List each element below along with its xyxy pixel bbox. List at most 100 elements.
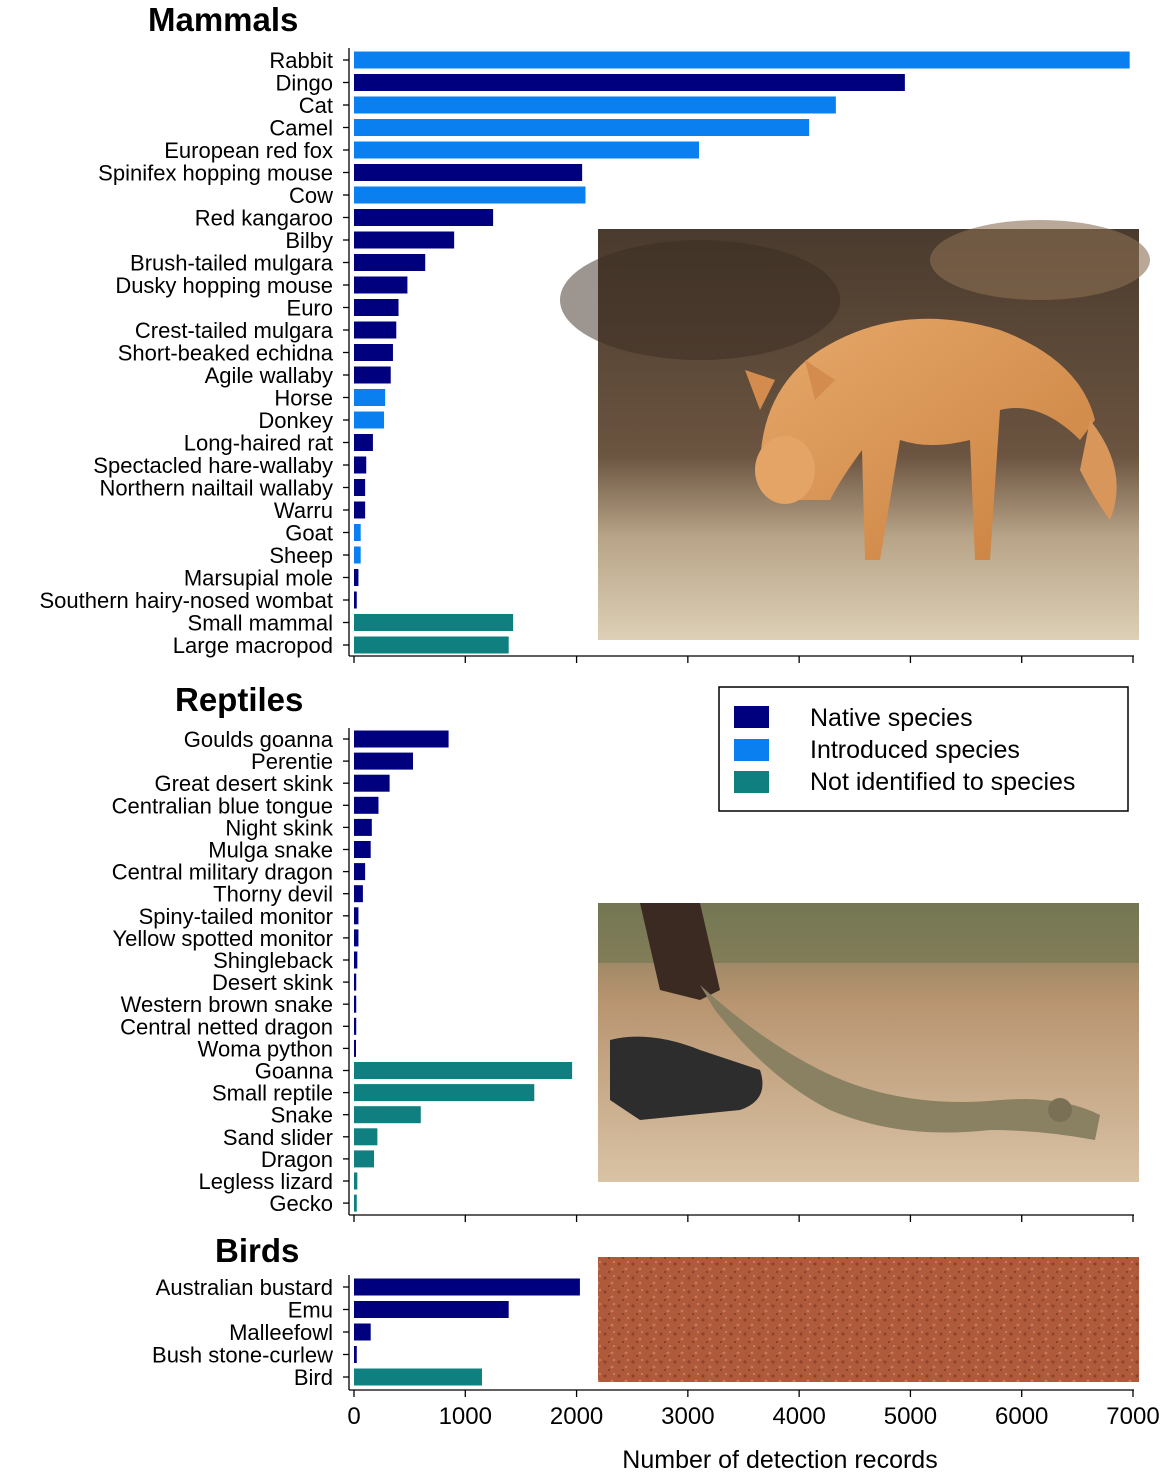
bar	[354, 366, 391, 384]
bar	[354, 231, 455, 249]
bar	[354, 276, 408, 294]
x-tick-label: 5000	[884, 1403, 937, 1430]
bar	[354, 730, 449, 748]
bar-label: Thorny devil	[213, 882, 333, 907]
bar-label: Small mammal	[188, 611, 333, 636]
bar-label: Warru	[274, 498, 333, 523]
bar-label: Spiny-tailed monitor	[139, 904, 333, 929]
bar	[354, 186, 586, 204]
bar	[354, 1039, 356, 1057]
legend-swatch-unidentified	[734, 771, 769, 793]
bar	[354, 569, 359, 586]
bar	[354, 1106, 421, 1124]
bar-label: Large macropod	[173, 633, 333, 658]
bar	[354, 591, 357, 609]
bar-label: Donkey	[258, 408, 333, 433]
bar	[354, 164, 583, 181]
bar-label: Spectacled hare-wallaby	[93, 453, 333, 478]
bar-label: Southern hairy-nosed wombat	[40, 588, 334, 613]
bar-label: Brush-tailed mulgara	[130, 251, 334, 276]
bar-label: Gecko	[269, 1191, 333, 1216]
bar-label: Marsupial mole	[184, 566, 333, 591]
dingo-photo	[560, 220, 1150, 640]
x-tick-label: 6000	[995, 1403, 1048, 1430]
bar-label: Yellow spotted monitor	[112, 926, 333, 951]
bar-label: Malleefowl	[229, 1320, 333, 1345]
panel-title-reptiles: Reptiles	[175, 681, 303, 718]
bar	[354, 907, 359, 925]
bar	[354, 796, 379, 814]
bar-label: Desert skink	[212, 970, 334, 995]
goanna-photo	[598, 903, 1139, 1182]
bar	[354, 524, 361, 541]
bar-label: Mulga snake	[208, 838, 333, 863]
bar-label: European red fox	[164, 138, 333, 163]
bar	[354, 818, 372, 836]
bar	[354, 1278, 580, 1296]
x-tick-label: 3000	[661, 1403, 714, 1430]
bar-label: Crest-tailed mulgara	[135, 318, 334, 343]
bar	[354, 774, 390, 792]
x-tick-label: 7000	[1106, 1403, 1159, 1430]
bar	[354, 1150, 375, 1168]
bar-label: Northern nailtail wallaby	[99, 476, 333, 501]
bar	[354, 885, 363, 903]
legend-swatch-introduced	[734, 739, 769, 761]
bar	[354, 1128, 378, 1146]
bar-label: Central military dragon	[112, 860, 333, 885]
bar-label: Bird	[294, 1365, 333, 1390]
bar-label: Legless lizard	[198, 1169, 333, 1194]
bar	[354, 929, 359, 947]
bar	[354, 1062, 573, 1079]
legend-label-native: Native species	[810, 704, 973, 732]
bar	[354, 96, 836, 114]
bar	[354, 1084, 535, 1102]
bar	[354, 479, 366, 496]
bar	[354, 299, 399, 316]
bar-label: Camel	[269, 116, 333, 141]
legend: Native species Introduced species Not id…	[718, 686, 1129, 812]
bar	[354, 1346, 357, 1363]
bar-label: Goat	[285, 521, 333, 546]
x-tick-label: 1000	[439, 1403, 492, 1430]
legend-label-introduced: Introduced species	[810, 736, 1020, 764]
bar-label: Perentie	[251, 749, 333, 774]
legend-swatch-native	[734, 706, 769, 728]
bar	[354, 321, 397, 339]
bar	[354, 141, 699, 159]
bar	[354, 501, 366, 519]
x-tick-label: 0	[347, 1403, 360, 1430]
bar-label: Night skink	[225, 815, 334, 840]
bar-label: Sand slider	[223, 1125, 333, 1150]
bar	[354, 1301, 509, 1318]
panel-title-birds: Birds	[215, 1232, 299, 1269]
bar-label: Cat	[299, 93, 333, 118]
bar-label: Euro	[287, 296, 333, 321]
bar	[354, 389, 386, 406]
bar-label: Great desert skink	[154, 771, 334, 796]
bar-label: Western brown snake	[121, 992, 333, 1017]
x-tick-label: 2000	[550, 1403, 603, 1430]
bar	[354, 209, 494, 226]
bar	[354, 119, 810, 136]
bar	[354, 254, 426, 271]
bar	[354, 951, 358, 969]
bar-label: Goulds goanna	[184, 727, 334, 752]
bar	[354, 614, 514, 631]
x-axis-label: Number of detection records	[622, 1446, 937, 1474]
bar	[354, 546, 361, 564]
bar-label: Long-haired rat	[184, 431, 333, 456]
bar-label: Spinifex hopping mouse	[98, 161, 333, 186]
bar-label: Goanna	[255, 1059, 334, 1084]
bar	[354, 995, 357, 1013]
bar	[354, 636, 509, 654]
bar	[354, 863, 366, 881]
bar	[354, 456, 367, 474]
bar	[354, 344, 393, 361]
bar-label: Red kangaroo	[195, 206, 333, 231]
red-sand-ground-photo	[598, 1257, 1139, 1382]
bar-label: Sheep	[269, 543, 333, 568]
bar	[354, 1368, 482, 1386]
